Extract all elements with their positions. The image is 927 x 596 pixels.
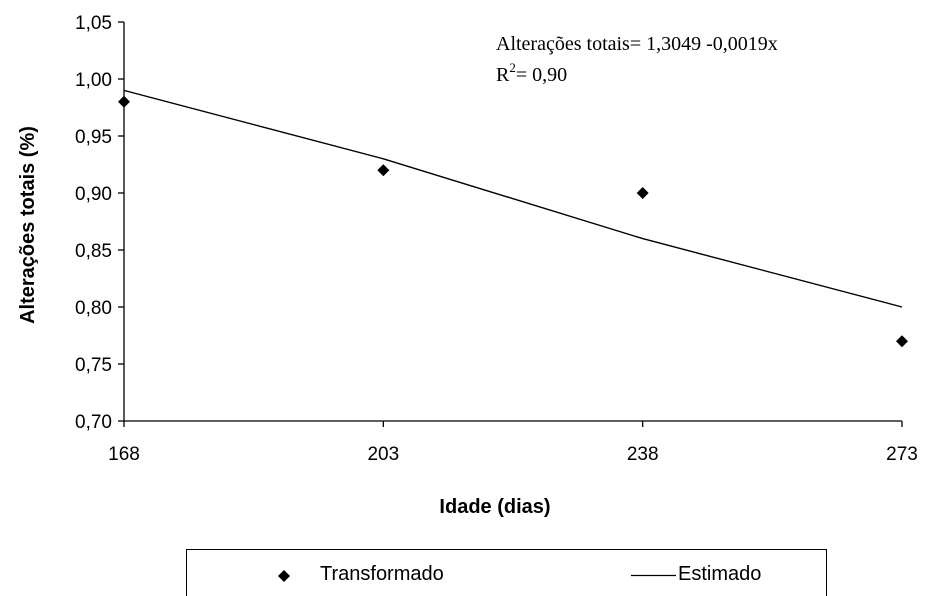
x-tick-label: 168 bbox=[108, 444, 140, 465]
y-tick-label: 1,00 bbox=[75, 70, 112, 91]
transformado-point bbox=[896, 335, 908, 348]
transformado-point bbox=[636, 187, 649, 199]
equation-annotation: Alterações totais= 1,3049 -0,0019x bbox=[496, 33, 778, 55]
r2-value: = 0,90 bbox=[516, 64, 567, 86]
y-axis-title: Alterações totais (%) bbox=[17, 126, 39, 324]
legend: Transformado Estimado bbox=[186, 549, 827, 596]
y-tick-label: 0,80 bbox=[75, 298, 112, 319]
y-tick-label: 0,95 bbox=[75, 127, 112, 148]
x-tick-label: 273 bbox=[886, 444, 918, 465]
axes bbox=[123, 22, 902, 422]
legend-label-estimado: Estimado bbox=[678, 563, 761, 585]
r2-superscript: 2 bbox=[509, 60, 516, 75]
r2-prefix: R bbox=[496, 64, 510, 86]
x-axis-title: Idade (dias) bbox=[439, 496, 550, 518]
r2-annotation: R2= 0,90 bbox=[496, 60, 567, 86]
estimado-line bbox=[123, 89, 903, 308]
y-tick-label: 0,85 bbox=[75, 241, 112, 262]
legend-label-transformado: Transformado bbox=[320, 563, 444, 585]
y-ticks: 0,70 0,75 0,80 0,85 0,90 0,95 1,00 1,05 bbox=[75, 13, 124, 433]
y-tick-label: 0,70 bbox=[75, 412, 112, 433]
y-tick-label: 0,75 bbox=[75, 355, 112, 376]
transformado-point bbox=[118, 95, 130, 108]
transformado-point bbox=[377, 164, 390, 177]
x-tick-label: 203 bbox=[367, 444, 399, 465]
y-tick-label: 1,05 bbox=[75, 13, 112, 34]
y-tick-label: 0,90 bbox=[75, 184, 112, 205]
x-ticks: 168 203 238 273 bbox=[108, 421, 918, 465]
x-tick-label: 238 bbox=[627, 444, 659, 465]
plot-area bbox=[118, 89, 908, 348]
legend-box bbox=[186, 549, 827, 596]
legend-diamond-marker bbox=[278, 570, 290, 582]
